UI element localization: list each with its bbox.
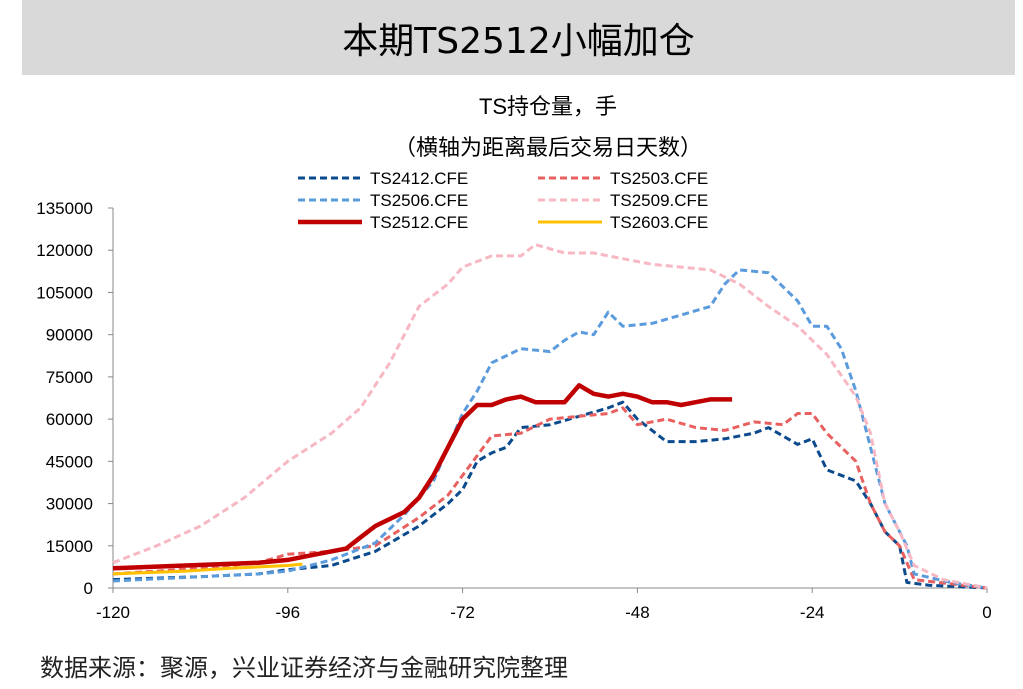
series-line-ts2509-cfe — [112, 243, 988, 590]
x-tick-label: -96 — [276, 603, 301, 622]
x-tick-label: 0 — [982, 603, 991, 622]
series-line-ts2503-cfe — [112, 406, 988, 590]
series-line-ts2512-cfe — [112, 383, 733, 571]
x-tick-label: -48 — [625, 603, 650, 622]
series-line-ts2603-cfe — [112, 562, 303, 576]
series-line-ts2506-cfe — [112, 268, 988, 590]
y-tick-label: 60000 — [46, 410, 93, 429]
legend-label: TS2503.CFE — [610, 169, 708, 188]
chart-title: TS持仓量，手 — [479, 94, 617, 119]
banner-title: 本期TS2512小幅加仓 — [22, 0, 1015, 75]
legend-label: TS2509.CFE — [610, 191, 708, 210]
y-tick-label: 45000 — [46, 452, 93, 471]
x-tick-label: -120 — [96, 603, 130, 622]
x-tick-label: -72 — [450, 603, 475, 622]
y-tick-label: 90000 — [46, 326, 93, 345]
series-line-ts2412-cfe — [112, 400, 988, 590]
legend-label: TS2506.CFE — [370, 191, 468, 210]
legend-label: TS2512.CFE — [370, 213, 468, 232]
y-tick-label: 120000 — [36, 241, 93, 260]
y-tick-label: 135000 — [36, 199, 93, 218]
y-tick-label: 105000 — [36, 283, 93, 302]
x-tick-label: -24 — [800, 603, 825, 622]
source-note: 数据来源：聚源，兴业证券经济与金融研究院整理 — [40, 654, 568, 682]
y-tick-label: 75000 — [46, 368, 93, 387]
chart-subtitle: （横轴为距离最后交易日天数） — [394, 135, 702, 160]
y-tick-label: 15000 — [46, 537, 93, 556]
y-tick-label: 30000 — [46, 495, 93, 514]
legend-label: TS2412.CFE — [370, 169, 468, 188]
legend-label: TS2603.CFE — [610, 213, 708, 232]
y-tick-label: 0 — [84, 579, 93, 598]
